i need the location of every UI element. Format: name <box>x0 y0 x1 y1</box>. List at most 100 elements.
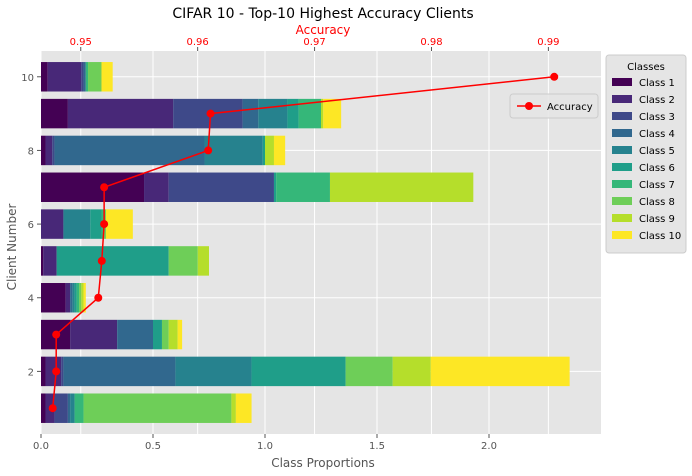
bar-client-1-class-3 <box>54 393 68 423</box>
bar-client-8-class-1 <box>41 135 46 166</box>
bar-client-10-class-8 <box>88 62 102 92</box>
bar-client-1-class-8 <box>83 393 232 423</box>
x-axis-ticks: 0.0 0.5 1.0 1.5 2.0 <box>33 434 497 452</box>
accuracy-point-client-2 <box>52 367 61 376</box>
bar-client-3-class-4 <box>117 319 153 350</box>
bar-client-5-class-2 <box>43 246 57 276</box>
bar-client-1-class-1 <box>41 393 46 423</box>
bar-client-4-class-10 <box>83 283 86 313</box>
accuracy-tick-label: 0.95 <box>70 37 92 48</box>
accuracy-point-client-7 <box>100 183 109 192</box>
legend-label-class-7: Class 7 <box>639 180 675 191</box>
bar-client-4-class-1 <box>41 283 66 313</box>
x-tick-label: 1.0 <box>257 441 273 452</box>
bar-client-4-class-6 <box>74 283 77 313</box>
bar-client-4-class-5 <box>72 283 75 313</box>
bar-client-8-class-6 <box>262 135 265 166</box>
legend-swatch-class-2 <box>612 95 632 103</box>
bar-client-1-class-7 <box>74 393 84 423</box>
bar-client-8-class-4 <box>54 135 205 166</box>
legend-swatch-class-4 <box>612 129 632 137</box>
legend-label-class-10: Class 10 <box>639 231 681 242</box>
y-tick-label: 10 <box>21 73 34 84</box>
bar-client-9-class-2 <box>67 98 174 129</box>
accuracy-tick-label: 0.97 <box>303 37 325 48</box>
legend-label-class-2: Class 2 <box>639 95 675 106</box>
bar-client-2-class-9 <box>392 356 431 387</box>
bar-client-3-class-2 <box>70 319 118 350</box>
legend-label-class-8: Class 8 <box>639 197 675 208</box>
accuracy-legend-label: Accuracy <box>547 102 593 113</box>
class-legend-items: Class 1 Class 2 Class 3 Class 4 Class 5 Class… <box>612 78 681 242</box>
bar-client-9-class-7 <box>298 98 321 129</box>
accuracy-line <box>51 76 555 409</box>
bar-client-5-class-8 <box>168 246 198 276</box>
accuracy-tick-label: 0.98 <box>420 37 442 48</box>
accuracy-legend-box <box>509 93 599 119</box>
legend-swatch-class-9 <box>612 214 632 222</box>
bar-client-3-class-6 <box>153 319 162 350</box>
bar-client-10-class-4 <box>83 62 86 92</box>
bar-client-8-class-9 <box>265 135 274 166</box>
bar-client-8-class-3 <box>52 135 55 166</box>
legend-swatch-class-6 <box>612 163 632 171</box>
bar-client-10-class-2 <box>47 62 82 92</box>
legend-swatch-class-5 <box>612 146 632 154</box>
bar-client-5-class-1 <box>41 246 44 276</box>
legend-swatch-class-1 <box>612 78 632 86</box>
accuracy-tick-label: 0.96 <box>187 37 209 48</box>
bar-client-2-class-4 <box>63 356 176 387</box>
accuracy-point-client-3 <box>52 330 61 339</box>
accuracy-point-client-6 <box>100 220 109 229</box>
bar-client-1-class-9 <box>231 393 236 423</box>
bar-client-2-class-3 <box>61 356 64 387</box>
x-axis-label: Class Proportions <box>271 456 375 470</box>
accuracy-legend: Accuracy <box>509 93 599 119</box>
accuracy-point-client-4 <box>94 293 103 302</box>
legend-label-class-4: Class 4 <box>639 129 675 140</box>
legend-swatch-class-8 <box>612 197 632 205</box>
legend-label-class-9: Class 9 <box>639 214 675 225</box>
bar-client-1-class-10 <box>235 393 252 423</box>
y-tick-label: 4 <box>28 294 34 305</box>
legend-swatch-class-10 <box>612 231 632 239</box>
y-axis-label: Client Number <box>5 204 19 291</box>
accuracy-line-group <box>48 72 559 413</box>
y-tick-label: 6 <box>28 220 34 231</box>
bar-client-8-class-2 <box>45 135 53 166</box>
bar-client-6-class-2 <box>41 209 64 239</box>
accuracy-axis-label: Accuracy <box>296 23 351 37</box>
bar-client-4-class-7 <box>76 283 80 313</box>
bar-client-2-class-1 <box>41 356 46 387</box>
x-tick-label: 0.0 <box>33 441 49 452</box>
bar-client-5-class-9 <box>197 246 209 276</box>
accuracy-point-client-5 <box>97 256 106 265</box>
bar-client-7-class-9 <box>329 172 474 202</box>
bar-client-9-class-5 <box>258 98 288 129</box>
x-tick-label: 0.5 <box>145 441 161 452</box>
bar-client-4-class-2 <box>65 283 71 313</box>
bar-client-7-class-7 <box>276 172 330 202</box>
bar-client-3-class-9 <box>168 319 178 350</box>
bar-client-7-class-6 <box>273 172 277 202</box>
legend-label-class-6: Class 6 <box>639 163 675 174</box>
bar-client-4-class-4 <box>70 283 73 313</box>
bar-client-4-class-8 <box>79 283 82 313</box>
legend-label-class-5: Class 5 <box>639 146 675 157</box>
stacked-bars <box>41 62 570 423</box>
legend-swatch-class-3 <box>612 112 632 120</box>
bar-client-9-class-9 <box>321 98 324 129</box>
y-axis-ticks: 2 4 6 8 10 <box>21 73 41 378</box>
accuracy-point-client-10 <box>550 72 559 81</box>
bar-client-9-class-4 <box>242 98 259 129</box>
bar-client-9-class-10 <box>323 98 342 129</box>
bar-client-8-class-10 <box>273 135 286 166</box>
accuracy-legend-marker <box>525 102 533 110</box>
bar-client-10-class-1 <box>41 62 48 92</box>
bar-client-7-class-2 <box>144 172 169 202</box>
bar-client-4-class-9 <box>81 283 84 313</box>
accuracy-axis-ticks: 0.95 0.96 0.97 0.98 0.99 <box>70 37 560 51</box>
legend-label-class-3: Class 3 <box>639 112 675 123</box>
